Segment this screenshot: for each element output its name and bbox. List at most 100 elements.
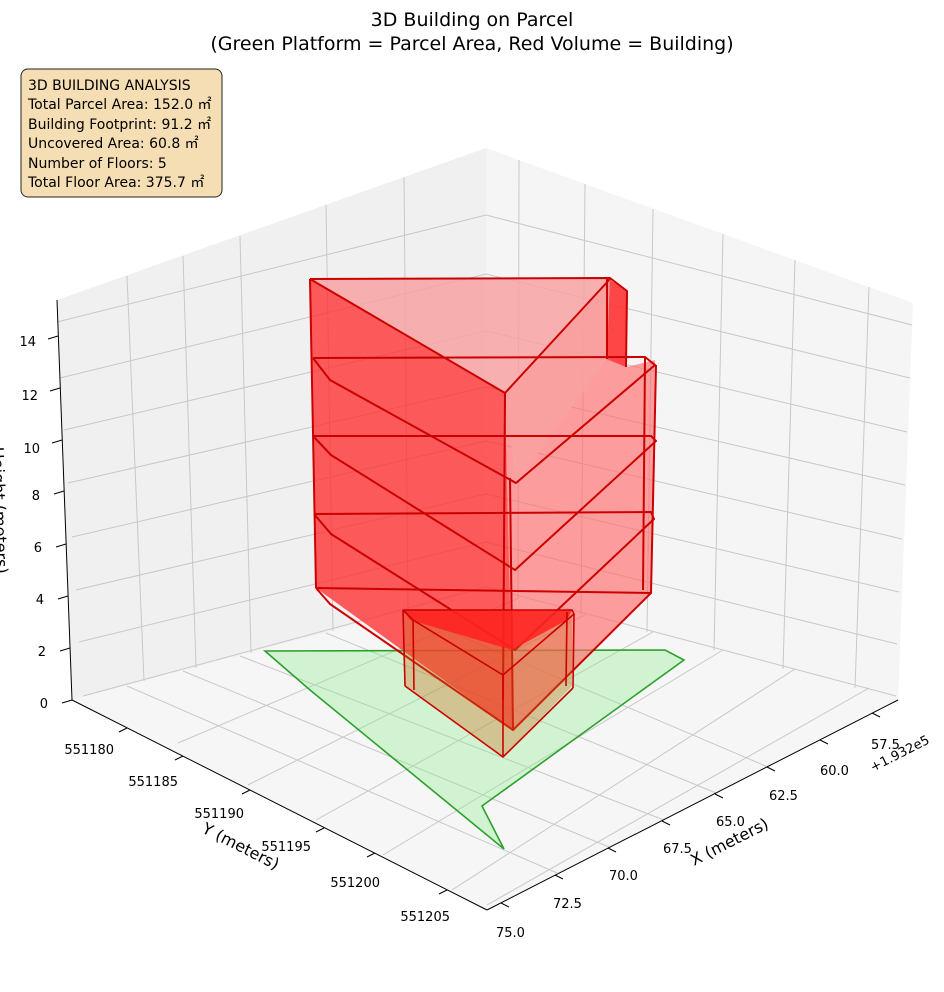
z-tick-label: 8 [32, 489, 40, 504]
grid-line [56, 214, 913, 326]
floor-outlines [309, 277, 657, 731]
ground-floor-top [403, 610, 572, 650]
floor-line [313, 511, 655, 651]
building-volume [309, 277, 657, 759]
floor-line [312, 356, 656, 484]
grid-line [486, 687, 870, 906]
floor-line [312, 435, 657, 571]
y-tick-label: 551190 [194, 807, 244, 822]
grid-line [382, 649, 724, 856]
z-tick-label: 6 [34, 541, 42, 556]
x-tick-mark [554, 874, 564, 880]
grid-line [782, 259, 796, 670]
y-tick-label: 551195 [261, 840, 311, 855]
y-tick-mark [174, 755, 184, 761]
info-heading: 3D BUILDING ANALYSIS [28, 78, 191, 94]
z-tick-label: 12 [21, 389, 38, 404]
building-face [607, 279, 628, 367]
z-tick-mark [57, 595, 69, 600]
y-tick-label: 551180 [64, 743, 114, 758]
edge-line [650, 364, 657, 594]
info-line-floor-area: Total Floor Area: 375.7 ㎡ [27, 175, 204, 191]
z-axis-label: Height (meters) [0, 446, 11, 574]
z-axis-line [56, 299, 73, 701]
y-tick-mark [366, 852, 376, 858]
x-tick-mark [819, 739, 829, 745]
y-tick-mark [118, 727, 128, 733]
x-tick-mark [500, 902, 510, 908]
parcel-platform [262, 649, 686, 850]
x-tick-mark [714, 793, 724, 799]
z-tick-labels: 0 2 4 6 8 10 12 14 [19, 335, 48, 712]
ground-floor-line [402, 609, 575, 676]
info-box: 3D BUILDING ANALYSIS Total Parcel Area: … [20, 68, 223, 198]
ground-floor-line [572, 613, 575, 689]
info-line-footprint: Building Footprint: 91.2 ㎡ [28, 117, 211, 133]
info-box-background [20, 68, 223, 198]
grid-line [239, 655, 665, 821]
floor-line [309, 277, 628, 368]
grid-line [126, 275, 145, 682]
info-line-uncovered: Uncovered Area: 60.8 ㎡ [28, 136, 199, 152]
grid-line [59, 273, 911, 379]
z-tick-mark [59, 647, 71, 652]
x-tick-mark [607, 847, 617, 853]
ground-floor-line [412, 619, 415, 691]
grid-line [854, 286, 870, 689]
floor-line [309, 278, 506, 394]
edge-line [309, 278, 317, 589]
z-tick-label: 2 [38, 645, 46, 660]
x-tick-label: 67.5 [663, 842, 692, 857]
x-tick-label: 62.5 [769, 789, 798, 804]
ground-floor-face [403, 610, 572, 757]
x-tick-label: 70.0 [609, 869, 638, 884]
z-tick-label: 14 [19, 335, 36, 350]
y-tick-label: 551185 [128, 775, 178, 790]
y-tick-mark [438, 889, 448, 895]
grid-line [182, 255, 197, 669]
grid-line [713, 233, 724, 651]
info-line-parcel-area: Total Parcel Area: 152.0 ㎡ [27, 97, 212, 113]
grid-line [239, 235, 252, 654]
x-tick-mark [871, 712, 881, 718]
grid-line [451, 668, 796, 891]
z-tick-label: 4 [36, 593, 44, 608]
x-tick-mark [766, 766, 776, 772]
grid-line [315, 631, 654, 821]
floor-line [504, 278, 611, 394]
ground-floor-outline [402, 609, 575, 759]
z-tick-mark [47, 335, 59, 340]
z-tick-mark [61, 699, 73, 704]
ground-floor-line [565, 611, 568, 687]
z-axis-ticks [47, 335, 73, 704]
x-tick-label: 65.0 [716, 815, 745, 830]
y-tick-mark [315, 827, 325, 833]
z-tick-mark [53, 490, 65, 495]
z-tick-mark [49, 387, 61, 392]
y-tick-label: 551205 [400, 910, 450, 925]
grid-line [126, 685, 558, 874]
y-axis-ticks [118, 727, 448, 895]
building-roof [310, 278, 610, 483]
ground-floor-line [404, 685, 574, 759]
y-axis-line [71, 699, 488, 911]
x-tick-label: 57.5 [871, 738, 900, 753]
y-tick-label: 551200 [330, 876, 380, 891]
y-tick-labels: 551180 551185 551190 551195 551200 55120… [64, 743, 450, 925]
edge-line [502, 392, 506, 701]
z-tick-label: 0 [40, 697, 48, 712]
chart-subtitle: (Green Platform = Parcel Area, Red Volum… [210, 33, 733, 55]
info-line-floors: Number of Floors: 5 [28, 156, 167, 172]
x-tick-label: 72.5 [553, 897, 582, 912]
x-tick-label: 60.0 [820, 764, 849, 779]
x-tick-mark [661, 820, 671, 826]
x-axis-ticks [500, 712, 881, 908]
chart-title: 3D Building on Parcel [371, 9, 574, 31]
grid-line [182, 670, 610, 848]
z-tick-label: 10 [23, 442, 40, 457]
edge-line [642, 356, 646, 591]
z-tick-mark [51, 439, 63, 444]
x-tick-label: 75.0 [496, 926, 525, 941]
ground-floor-line [402, 609, 406, 687]
